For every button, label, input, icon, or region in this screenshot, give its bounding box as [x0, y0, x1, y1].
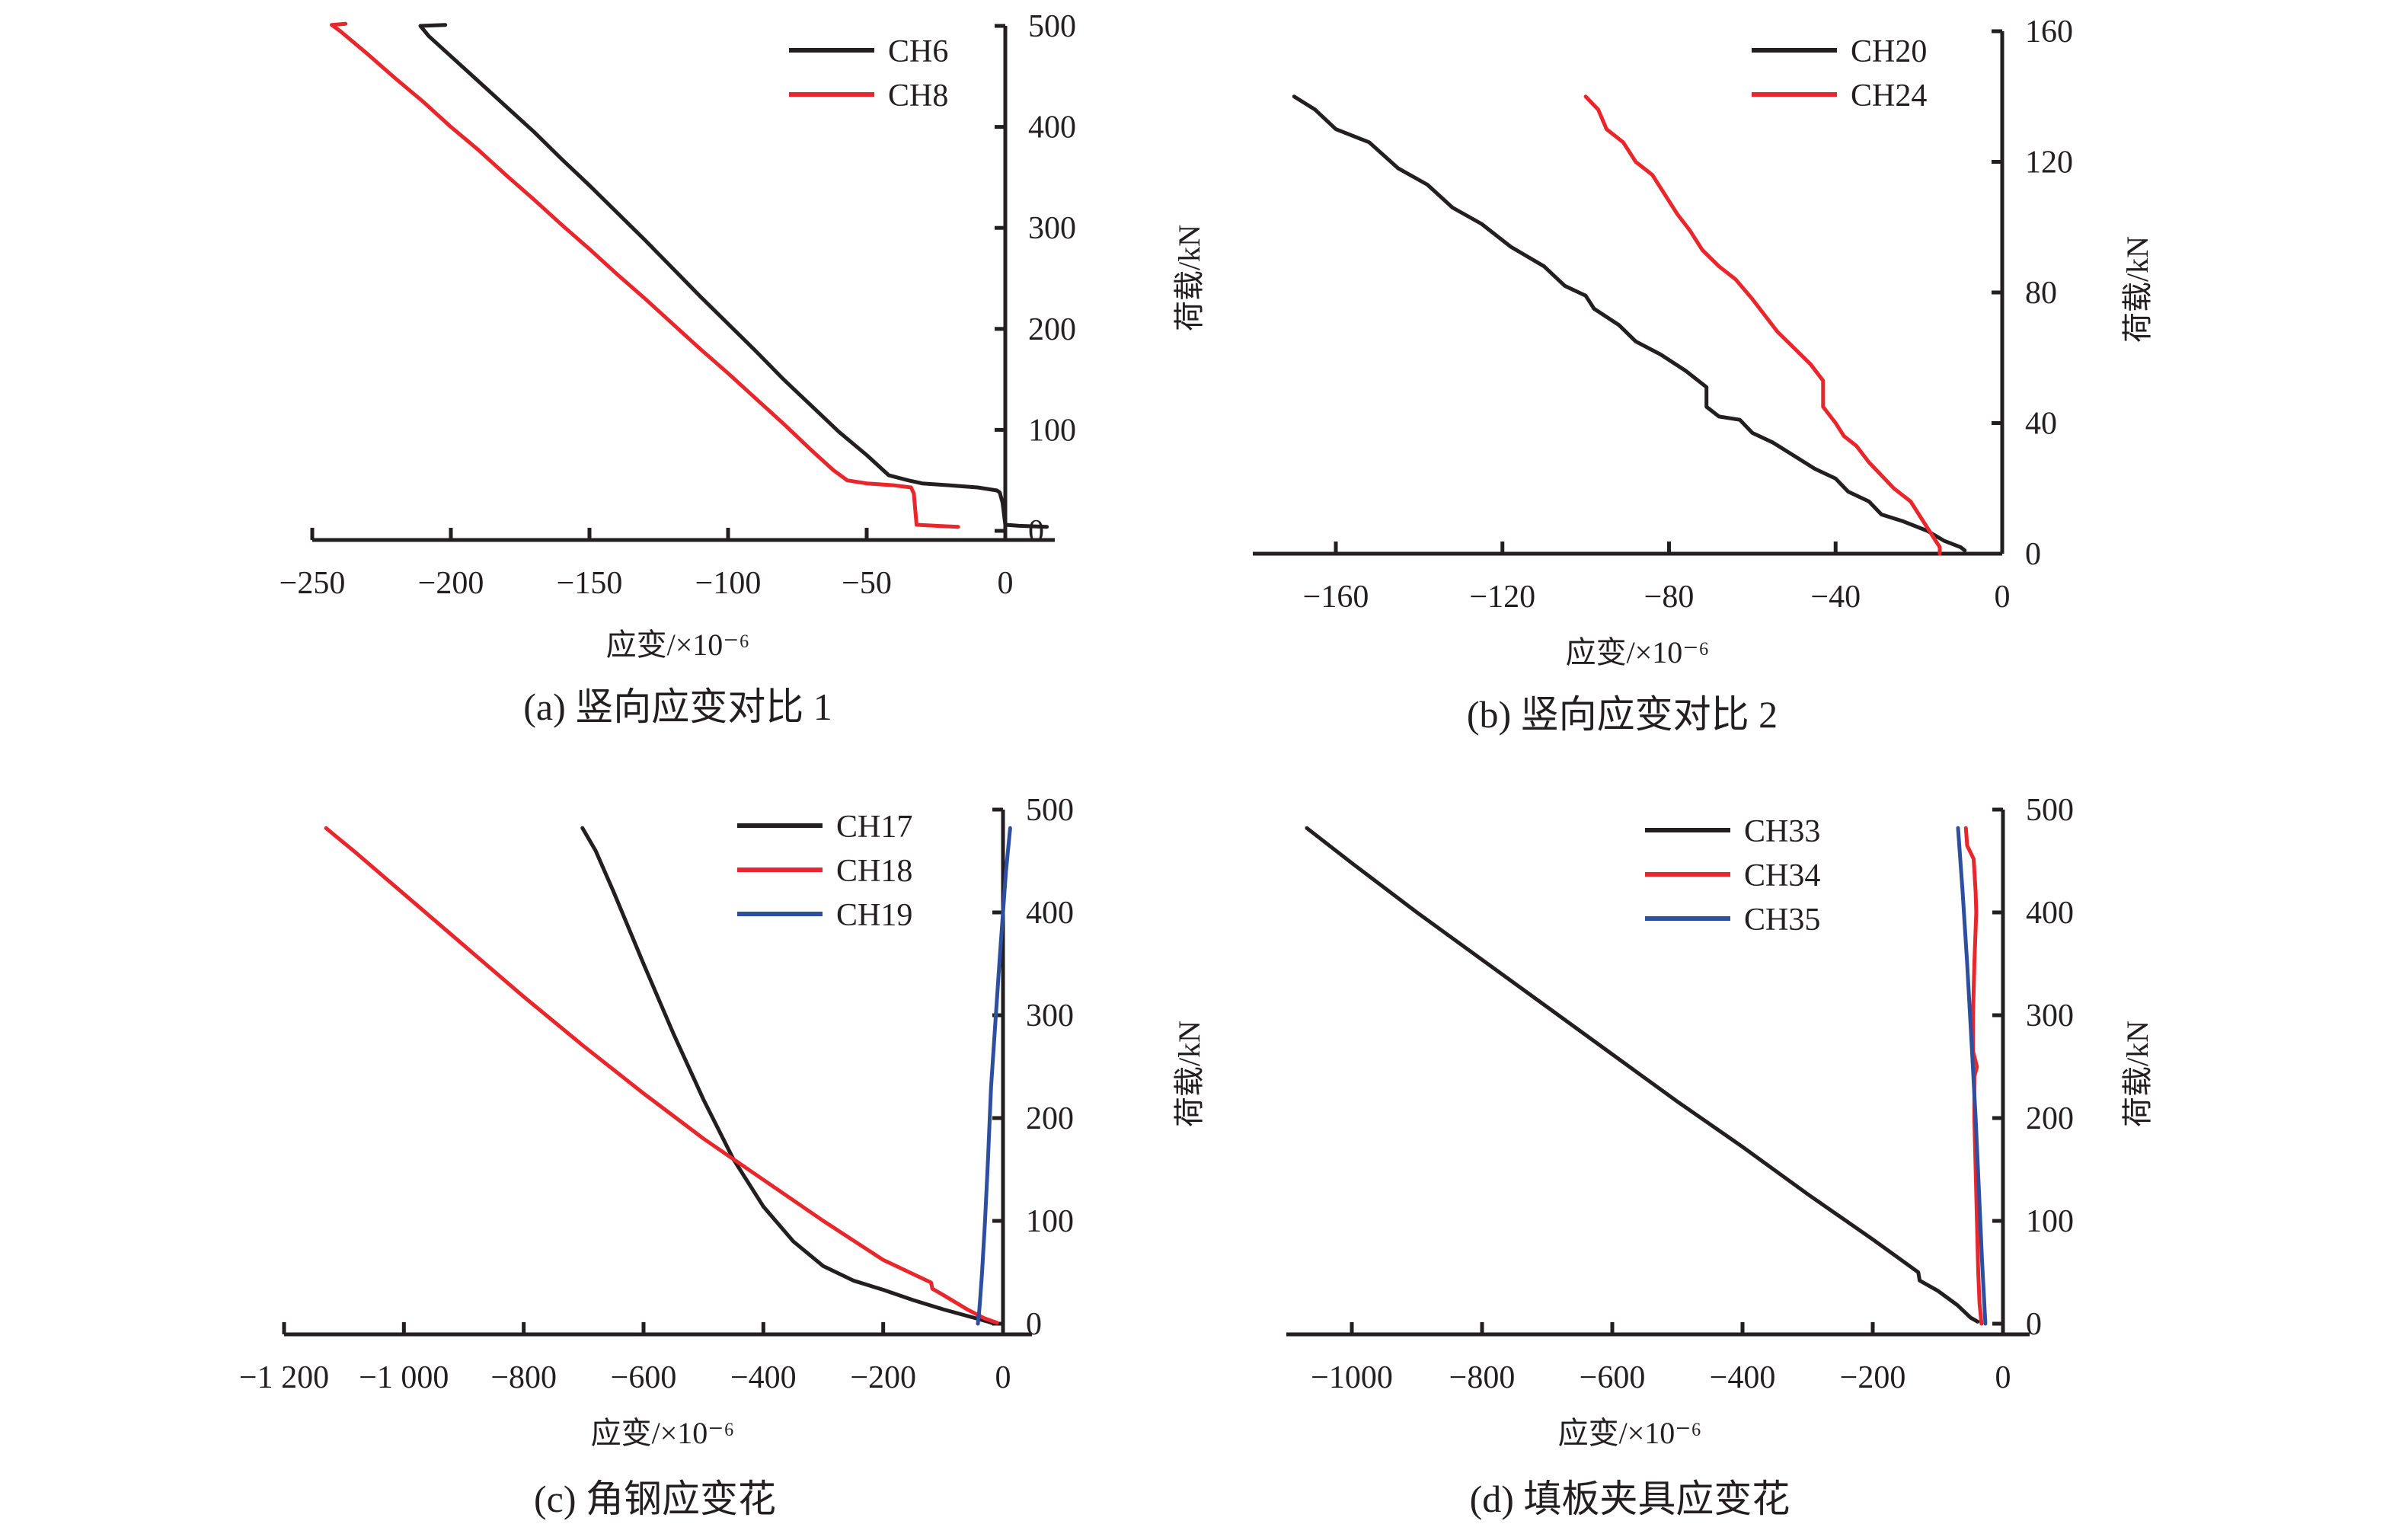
- panel-a: −250 −200 −150 −100 −50 00100200300400500CH6C…: [280, 9, 1206, 728]
- panel-caption: (b) 竖向应变对比 2: [1467, 693, 1778, 736]
- panel-c: −1 200 −1 000 −800 −600 −400 −200 00 100 200 300 4…: [239, 793, 1206, 1520]
- x-tick-label: −800: [490, 1360, 557, 1395]
- x-tick-label: −160: [1303, 580, 1369, 615]
- y-tick-label: 40: [2025, 407, 2057, 442]
- legend-label: CH34: [1744, 858, 1820, 893]
- legend-label: CH24: [1851, 78, 1927, 113]
- series-line-ch33: [1305, 826, 1980, 1324]
- legend-label: CH35: [1744, 903, 1820, 938]
- y-tick-label: 100: [2026, 1204, 2074, 1239]
- x-tick-label: −200: [1840, 1360, 1906, 1395]
- y-tick-label: 200: [2026, 1101, 2074, 1136]
- series-line-ch24: [1583, 94, 1942, 556]
- x-tick-label: −80: [1644, 580, 1695, 615]
- y-tick-label: 100: [1028, 413, 1076, 448]
- x-tick-label: −1 200: [239, 1360, 329, 1395]
- series-line-ch6: [418, 23, 1049, 529]
- x-tick-label: −200: [418, 566, 484, 601]
- legend-label: CH8: [888, 78, 948, 113]
- y-tick-label: 120: [2025, 145, 2073, 181]
- series-line-ch35: [1956, 826, 1988, 1326]
- panel-caption: (d) 填板夹具应变花: [1470, 1478, 1790, 1520]
- x-tick-label: 0: [995, 1360, 1011, 1395]
- x-tick-label: −400: [1710, 1360, 1776, 1395]
- y-tick-label: 0: [1028, 514, 1044, 549]
- series-line-ch8: [330, 21, 960, 529]
- legend-label: CH33: [1744, 814, 1820, 849]
- legend: CH20 CH24: [1752, 34, 1927, 113]
- legend: CH17 CH18 CH19: [737, 810, 912, 933]
- x-tick-label: −50: [842, 566, 892, 601]
- x-tick-label: −1000: [1311, 1360, 1393, 1395]
- x-axis-title: 应变/×10⁻⁶: [1566, 635, 1710, 669]
- x-tick-label: −1 000: [359, 1360, 449, 1395]
- legend-label: CH17: [836, 810, 912, 845]
- y-tick-label: 200: [1028, 312, 1076, 347]
- y-tick-label: 0: [1026, 1307, 1042, 1342]
- y-axis-title: 荷载/kN: [1172, 225, 1206, 331]
- x-tick-label: −100: [695, 566, 762, 601]
- y-tick-label: 500: [1028, 9, 1076, 44]
- panel-caption: (c) 角钢应变花: [534, 1478, 776, 1520]
- y-tick-label: 200: [1026, 1101, 1074, 1136]
- y-axis-title: 荷载/kN: [1172, 1021, 1206, 1127]
- y-tick-label: 400: [1028, 110, 1076, 145]
- x-tick-label: −600: [611, 1360, 677, 1395]
- x-tick-label: −150: [557, 566, 623, 601]
- panel-d: −1000 −800 −600 −400 −200 00 100 200 300 400 500 CH…: [1286, 793, 2155, 1520]
- legend-label: CH18: [836, 854, 912, 889]
- series-line-ch19: [976, 826, 1012, 1326]
- x-tick-label: 0: [998, 566, 1014, 601]
- x-tick-label: −200: [850, 1360, 916, 1395]
- x-tick-label: −600: [1580, 1360, 1646, 1395]
- y-tick-label: 0: [2025, 537, 2041, 572]
- x-axis-title: 应变/×10⁻⁶: [606, 628, 750, 662]
- y-tick-label: 400: [2026, 896, 2074, 931]
- y-tick-label: 300: [1026, 998, 1074, 1034]
- y-tick-label: 100: [1026, 1204, 1074, 1239]
- series-line-ch20: [1292, 94, 1967, 553]
- series-line-ch17: [580, 826, 996, 1326]
- y-tick-label: 500: [2026, 793, 2074, 828]
- x-tick-label: −800: [1449, 1360, 1516, 1395]
- x-axis-title: 应变/×10⁻⁶: [1558, 1416, 1702, 1450]
- x-tick-label: 0: [1995, 1360, 2011, 1395]
- legend: CH33 CH34 CH35: [1645, 814, 1820, 938]
- series-line-ch34: [1963, 826, 1984, 1326]
- y-tick-label: 400: [1026, 896, 1074, 931]
- y-tick-label: 160: [2025, 14, 2073, 50]
- y-tick-label: 500: [1026, 793, 1074, 828]
- panel-caption: (a) 竖向应变对比 1: [523, 685, 832, 728]
- series-line-ch18: [324, 826, 999, 1325]
- legend-label: CH19: [836, 898, 912, 933]
- x-tick-label: −400: [730, 1360, 797, 1395]
- y-axis-title: 荷载/kN: [2120, 1021, 2155, 1127]
- panel-b: −160 −120 −80 −40 00 40 80 120 160 CH20 CH24 应变/×10…: [1253, 14, 2155, 736]
- x-tick-label: −250: [280, 566, 346, 601]
- y-tick-label: 300: [2026, 998, 2074, 1034]
- y-tick-label: 80: [2025, 276, 2057, 311]
- x-axis-title: 应变/×10⁻⁶: [591, 1416, 735, 1450]
- y-tick-label: 0: [2026, 1307, 2042, 1342]
- legend-label: CH20: [1851, 34, 1927, 69]
- x-tick-label: −40: [1810, 580, 1861, 615]
- y-axis-title: 荷载/kN: [2120, 236, 2155, 343]
- x-tick-label: 0: [1995, 580, 2011, 615]
- y-tick-label: 300: [1028, 211, 1076, 246]
- legend-label: CH6: [888, 34, 948, 69]
- x-tick-label: −120: [1469, 580, 1535, 615]
